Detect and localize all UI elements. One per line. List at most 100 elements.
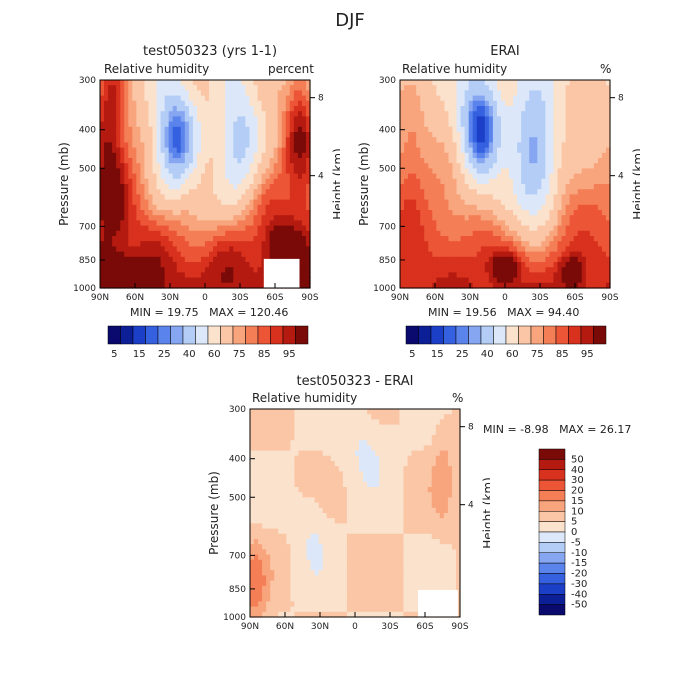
colorbar-label: 5	[571, 517, 577, 528]
colorbar-swatch	[455, 325, 469, 345]
colorbar-swatch	[538, 594, 566, 605]
colorbar-label: 60	[506, 349, 519, 360]
colorbar-label: -5	[571, 537, 581, 548]
colorbar-swatch	[538, 479, 566, 491]
colorbar-swatch	[538, 490, 566, 502]
colorbar-label: 10	[571, 506, 584, 517]
colorbar-swatch	[580, 325, 594, 345]
x-tick-label: 90S	[301, 293, 318, 303]
colorbar-label: 20	[571, 486, 584, 497]
panel1-right-label: percent	[268, 62, 314, 76]
y2-tick-label: 8	[468, 423, 474, 433]
y-tick-label: 500	[229, 493, 246, 503]
colorbar-swatch	[443, 325, 457, 345]
y-tick-label: 500	[379, 164, 396, 174]
colorbar-swatch	[538, 531, 566, 543]
colorbar-swatch	[538, 604, 566, 616]
panel1-contour-plot: 90N 60N 30N 0 30S 60S 90S 300 400 500 700 850 1000 8 4…	[57, 76, 340, 303]
colorbar-swatch	[538, 583, 566, 595]
colorbar-swatch	[493, 325, 507, 345]
colorbar-swatch	[418, 325, 432, 345]
contour-fill	[100, 80, 311, 289]
colorbar-swatch	[555, 325, 569, 345]
colorbar-swatch	[538, 562, 566, 574]
colorbar-label: 0	[571, 527, 577, 538]
masked-region	[263, 258, 300, 288]
colorbar-swatch	[257, 325, 271, 345]
colorbar-swatch	[207, 325, 221, 345]
x-tick-label: 90N	[241, 622, 259, 632]
colorbar-label: 95	[283, 349, 296, 360]
colorbar-swatch	[182, 325, 196, 345]
x-tick-label: 60S	[566, 293, 583, 303]
colorbar-swatch	[538, 552, 566, 564]
colorbar-swatch	[538, 448, 566, 460]
y2-tick-label: 8	[318, 94, 324, 104]
y-tick-label: 850	[379, 256, 396, 266]
colorbar-swatch	[538, 459, 566, 470]
colorbar-swatch	[505, 325, 519, 345]
y-tick-label: 700	[379, 222, 396, 232]
x-tick-label: 30S	[381, 622, 398, 632]
colorbar-swatch	[518, 325, 532, 345]
colorbar-swatch	[430, 325, 444, 345]
panel2-max: MAX = 94.40	[507, 306, 580, 319]
panel2-min: MIN = 19.56	[428, 306, 497, 319]
colorbar-swatch	[145, 325, 159, 345]
colorbar-swatch	[220, 325, 234, 345]
colorbar-swatch	[195, 325, 209, 345]
y-tick-label: 700	[79, 222, 96, 232]
colorbar-swatch	[568, 325, 582, 345]
x-tick-label: 60N	[126, 293, 144, 303]
colorbar-label: 15	[133, 349, 146, 360]
y-tick-label: 850	[79, 256, 96, 266]
colorbar-label: -10	[571, 548, 587, 559]
y-axis-label: Pressure (mb)	[57, 142, 71, 226]
x-tick-label: 0	[202, 293, 208, 303]
x-tick-label: 30N	[461, 293, 479, 303]
panel1-colorbar: 5 15 25 40 60 75 85 95	[107, 325, 309, 360]
y2-axis-label: Height (km)	[331, 148, 340, 219]
colorbar-label: 25	[158, 349, 171, 360]
colorbar-label: -50	[571, 600, 587, 611]
colorbar-swatch	[538, 469, 566, 481]
x-tick-label: 60N	[276, 622, 294, 632]
colorbar-label: 15	[431, 349, 444, 360]
y-tick-label: 300	[229, 405, 246, 415]
colorbar-swatch	[468, 325, 482, 345]
panel3-title: test050323 - ERAI	[296, 374, 414, 389]
colorbar-swatch	[538, 542, 566, 553]
x-tick-label: 30N	[161, 293, 179, 303]
x-tick-label: 30S	[231, 293, 248, 303]
colorbar-swatch	[593, 325, 607, 345]
y-axis-label: Pressure (mb)	[357, 142, 371, 226]
colorbar-label: -15	[571, 558, 587, 569]
x-tick-label: 30S	[531, 293, 548, 303]
y2-tick-label: 8	[618, 94, 624, 104]
colorbar-label: 50	[571, 454, 584, 465]
colorbar-swatch	[157, 325, 171, 345]
colorbar-label: 60	[208, 349, 221, 360]
contour-fill	[400, 80, 611, 289]
colorbar-label: 40	[571, 465, 584, 476]
y2-axis-label: Height (km)	[631, 148, 640, 219]
colorbar-swatch	[538, 511, 566, 522]
y-tick-label: 850	[229, 585, 246, 595]
panel3-left-label: Relative humidity	[252, 391, 358, 405]
x-tick-label: 30N	[311, 622, 329, 632]
colorbar-label: 15	[571, 496, 584, 507]
colorbar-swatch	[543, 325, 557, 345]
colorbar-swatch	[295, 325, 309, 345]
panel1-min: MIN = 19.75	[130, 306, 199, 319]
y-tick-label: 700	[229, 551, 246, 561]
panel1-max: MAX = 120.46	[209, 306, 289, 319]
colorbar-label: 85	[258, 349, 271, 360]
y-tick-label: 300	[79, 76, 96, 86]
colorbar-swatch	[170, 325, 184, 345]
figure-title: DJF	[335, 10, 365, 31]
y-tick-label: 400	[79, 126, 96, 136]
panel3-max: MAX = 26.17	[559, 423, 632, 436]
colorbar-swatch	[405, 325, 419, 345]
colorbar-label: -30	[571, 579, 587, 590]
